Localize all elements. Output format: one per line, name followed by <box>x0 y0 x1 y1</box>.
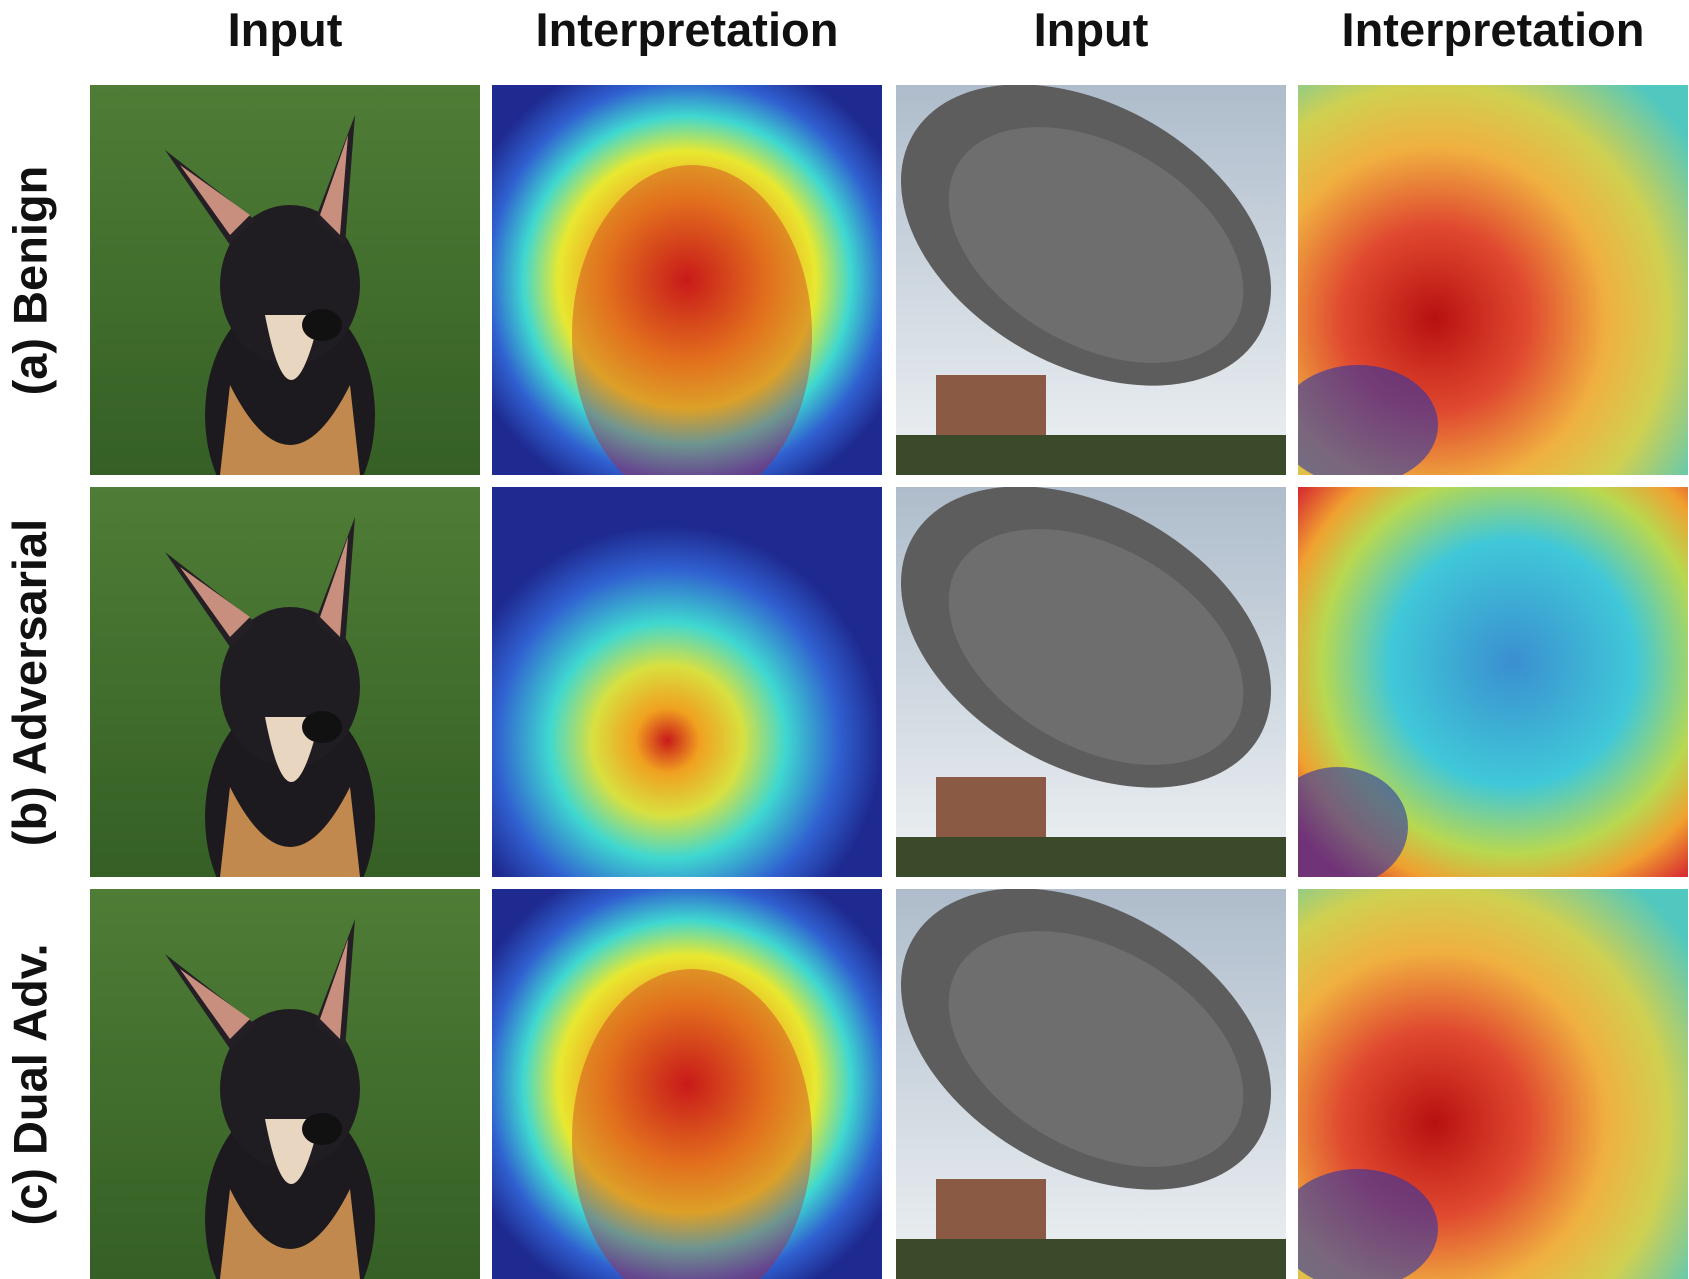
row-label-dual-adv: (c) Dual Adv. <box>3 942 57 1226</box>
dog-heatmap-adversarial <box>492 487 882 877</box>
dish-input-benign <box>896 85 1286 475</box>
dog-heatmap-benign <box>492 85 882 475</box>
dish-input-adversarial <box>896 487 1286 877</box>
dish-heatmap-adversarial <box>1298 487 1688 877</box>
dog-input-adversarial <box>90 487 480 877</box>
dog-input-dual-adv <box>90 889 480 1279</box>
row-label-benign: (a) Benign <box>3 165 57 395</box>
column-header-input-1: Input <box>227 3 343 56</box>
dish-heatmap-dual-adv <box>1298 889 1688 1279</box>
column-header-interpretation-1: Interpretation <box>535 3 839 56</box>
dish-heatmap-benign <box>1298 85 1688 475</box>
dish-input-dual-adv <box>896 889 1286 1279</box>
dog-input-benign <box>90 85 480 475</box>
dog-heatmap-dual-adv <box>492 889 882 1279</box>
column-header-interpretation-2: Interpretation <box>1341 3 1645 56</box>
row-label-adversarial: (b) Adversarial <box>3 518 57 846</box>
column-header-input-2: Input <box>1033 3 1149 56</box>
